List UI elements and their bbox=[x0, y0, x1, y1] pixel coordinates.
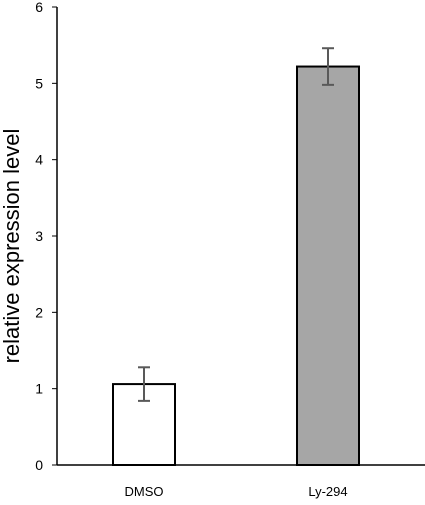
bar-ly-294 bbox=[296, 65, 360, 466]
y-tick-label: 0 bbox=[35, 457, 43, 473]
y-tick-label: 6 bbox=[35, 0, 43, 15]
x-tick-label: Ly-294 bbox=[308, 484, 347, 499]
error-bars bbox=[138, 47, 334, 402]
x-tick-label: DMSO bbox=[125, 484, 164, 499]
y-axis-ticks: 0 1 2 3 4 5 6 bbox=[35, 0, 57, 473]
y-tick-label: 2 bbox=[35, 304, 43, 320]
y-axis-title: relative expression level bbox=[0, 129, 24, 364]
y-tick-label: 1 bbox=[35, 381, 43, 397]
y-tick-label: 5 bbox=[35, 75, 43, 91]
y-tick-label: 4 bbox=[35, 152, 43, 168]
x-axis-labels: DMSO Ly-294 bbox=[125, 484, 348, 499]
bars bbox=[112, 65, 360, 466]
y-tick-label: 3 bbox=[35, 228, 43, 244]
